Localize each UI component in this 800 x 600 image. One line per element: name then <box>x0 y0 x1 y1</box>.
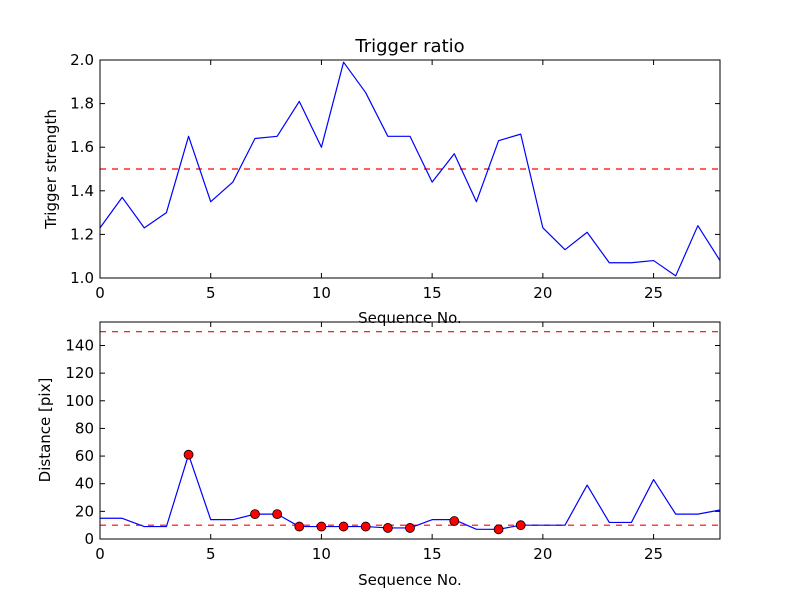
x-tick-label: 15 <box>423 545 442 563</box>
series-group <box>99 61 721 277</box>
y-tick-label: 100 <box>65 392 94 410</box>
series-line <box>99 61 721 277</box>
threshold-lines-group <box>100 331 720 526</box>
y-tick-label: 80 <box>75 419 94 437</box>
y-tick-label: 140 <box>65 336 94 354</box>
y-tick-label: 40 <box>75 475 94 493</box>
x-axis-label: Sequence No. <box>358 309 462 327</box>
data-point-marker <box>250 509 260 520</box>
data-point-marker <box>493 524 504 535</box>
y-tick-label: 60 <box>75 447 94 465</box>
x-tick-label: 20 <box>533 284 552 302</box>
x-tick-label: 10 <box>312 545 331 563</box>
y-tick-label: 20 <box>75 502 94 520</box>
x-tick-label: 25 <box>644 284 663 302</box>
plot-frame <box>99 59 721 279</box>
data-point-marker <box>183 449 194 460</box>
y-tick-label: 1.6 <box>70 138 94 156</box>
x-tick-label: 5 <box>206 284 216 302</box>
data-point-marker <box>515 520 526 531</box>
data-point-marker <box>449 516 460 526</box>
x-tick-label: 25 <box>644 545 663 563</box>
data-point-marker <box>338 521 349 532</box>
chart-title: Trigger ratio <box>354 36 464 57</box>
data-point-marker <box>405 523 415 533</box>
x-axis-label: Sequence No. <box>358 571 462 589</box>
y-tick-label: 0 <box>84 530 94 548</box>
x-ticks: 0 5 10 15 20 25 <box>95 322 663 563</box>
distance-subplot: 0 5 10 15 20 25 0 20 40 60 80 100 120 140 Sequence N… <box>36 321 721 589</box>
y-ticks: 0 20 40 60 80 100 120 140 <box>65 336 720 548</box>
data-point-marker <box>316 521 327 532</box>
x-tick-label: 0 <box>95 284 105 302</box>
data-point-marker <box>294 521 305 532</box>
data-point-marker <box>382 523 393 533</box>
y-tick-label: 1.8 <box>70 95 94 113</box>
x-tick-label: 5 <box>206 545 216 563</box>
y-ticks: 1.0 1.2 1.4 1.6 1.8 2.0 <box>70 51 720 287</box>
y-tick-label: 2.0 <box>70 51 94 69</box>
y-tick-label: 1.0 <box>70 269 94 287</box>
y-axis-label: Trigger strength <box>42 109 60 230</box>
x-tick-label: 20 <box>533 545 552 563</box>
data-point-marker <box>360 521 371 532</box>
x-ticks: 0 5 10 15 20 25 <box>95 60 663 302</box>
x-tick-label: 10 <box>312 284 331 302</box>
x-tick-label: 0 <box>95 545 105 563</box>
y-tick-label: 1.2 <box>70 225 94 243</box>
data-point-marker <box>272 509 283 520</box>
plot-frame <box>99 321 721 540</box>
y-tick-label: 120 <box>65 364 94 382</box>
y-tick-label: 1.4 <box>70 182 94 200</box>
marker-group <box>183 449 526 535</box>
y-axis-label: Distance [pix] <box>36 378 54 483</box>
x-tick-label: 15 <box>423 284 442 302</box>
